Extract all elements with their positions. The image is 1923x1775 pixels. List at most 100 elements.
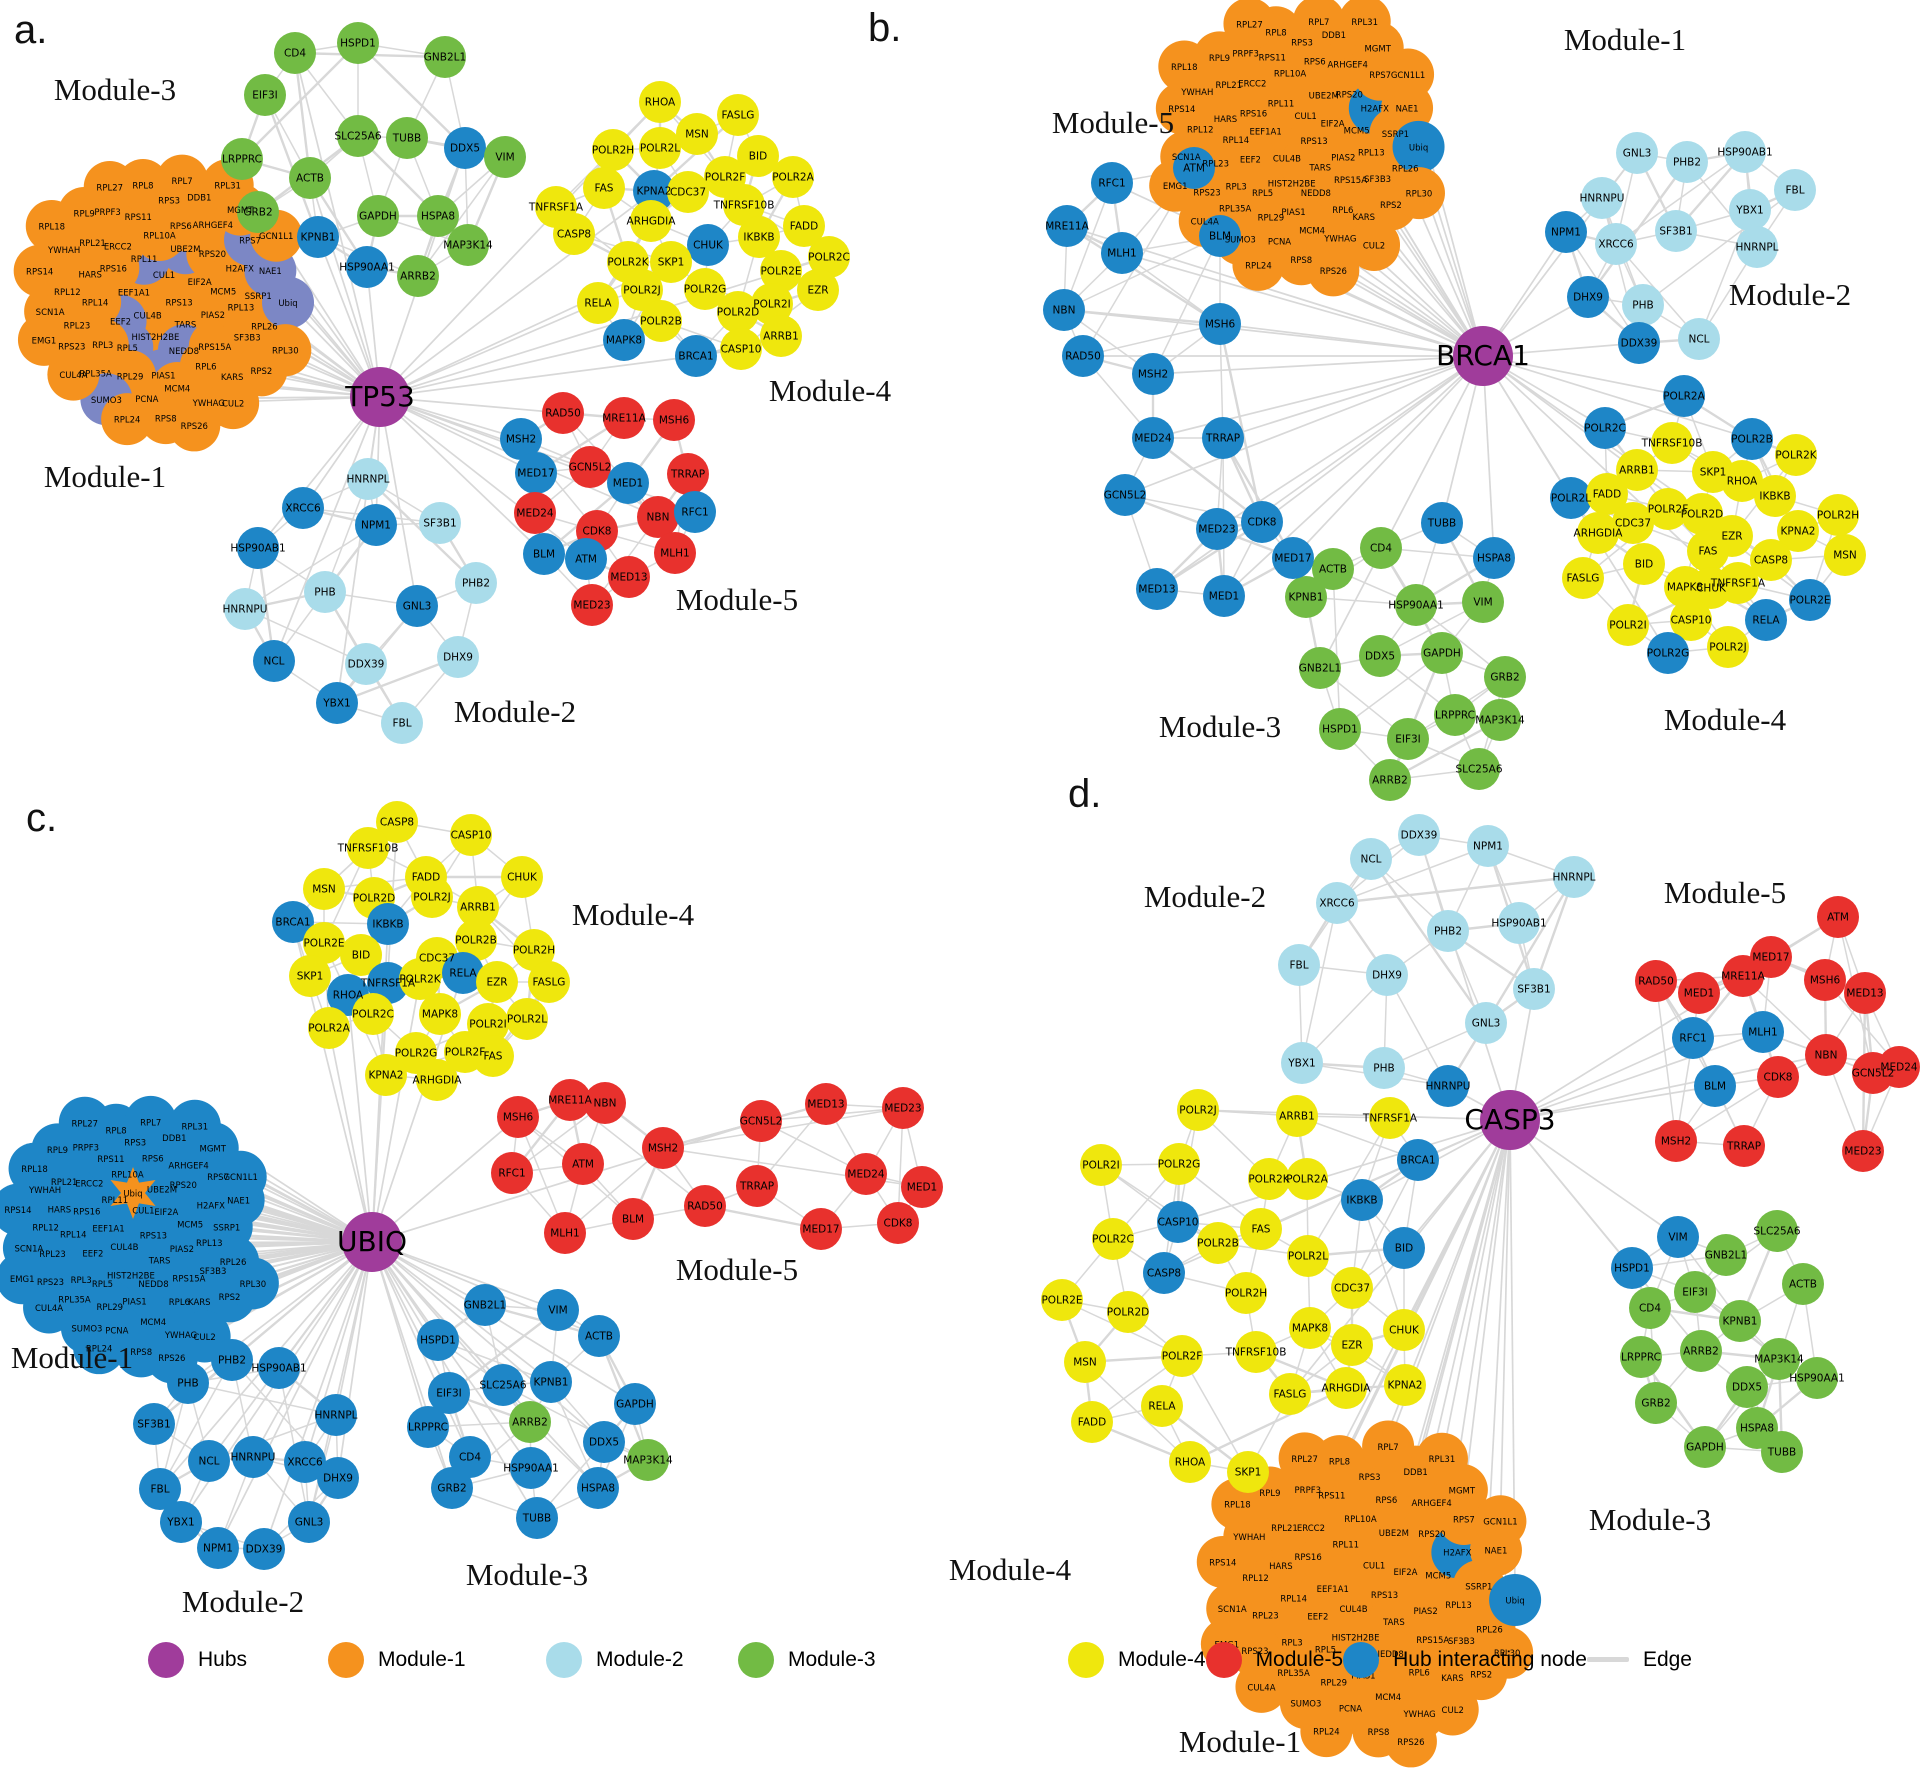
node-NBN[interactable] (584, 1082, 626, 1124)
node-SKP1[interactable] (1227, 1451, 1269, 1493)
node-RPL18[interactable] (25, 199, 78, 252)
node-HNRNPU[interactable] (1427, 1065, 1469, 1107)
node-HNRNPU[interactable] (224, 588, 266, 630)
node-MRE11A[interactable] (603, 397, 645, 439)
node-KPNB1[interactable] (297, 216, 339, 258)
node-MAP3K14[interactable] (627, 1439, 669, 1481)
node-HNRNPU[interactable] (232, 1436, 274, 1478)
node-ACTB[interactable] (578, 1315, 620, 1357)
node-TNFRSF10B[interactable] (723, 184, 765, 226)
node-HNRNPL[interactable] (1553, 856, 1595, 898)
node-HSP90AB1[interactable] (1498, 902, 1540, 944)
node-POLR2E[interactable] (1789, 579, 1831, 621)
node-RPL31[interactable] (1415, 1432, 1468, 1485)
node-HNRNPU[interactable] (1581, 177, 1623, 219)
node-KPNB1[interactable] (1719, 1300, 1761, 1342)
node-NPM1[interactable] (355, 504, 397, 546)
node-NPM1[interactable] (1467, 825, 1509, 867)
node-HSP90AA1[interactable] (510, 1447, 552, 1489)
node-YBX1[interactable] (316, 682, 358, 724)
node-POLR2L[interactable] (1550, 477, 1592, 519)
node-SF3B1[interactable] (1513, 968, 1555, 1010)
node-MED23[interactable] (1842, 1130, 1884, 1172)
node-MED23[interactable] (571, 584, 613, 626)
node-RAD50[interactable] (542, 392, 584, 434)
node-CDK8[interactable] (877, 1202, 919, 1244)
node-GNL3[interactable] (288, 1501, 330, 1543)
node-MAP3K14[interactable] (1479, 699, 1521, 741)
node-GNB2L1[interactable] (1705, 1234, 1747, 1276)
node-MED24[interactable] (1132, 417, 1174, 459)
node-PHB2[interactable] (1427, 910, 1469, 952)
node-DHX9[interactable] (437, 636, 479, 678)
node-POLR2G[interactable] (1158, 1143, 1200, 1185)
node-RHOA[interactable] (1169, 1441, 1211, 1483)
node-POLR2J[interactable] (411, 876, 453, 918)
node-MSH6[interactable] (653, 399, 695, 441)
node-ARHGDIA[interactable] (630, 200, 672, 242)
node-RPL27[interactable] (83, 161, 136, 214)
node-RFC1[interactable] (674, 491, 716, 533)
node-RELA[interactable] (1745, 599, 1787, 641)
node-TNFRSF10B[interactable] (1651, 422, 1693, 464)
node-MED17[interactable] (515, 452, 557, 494)
node-RELA[interactable] (1141, 1385, 1183, 1427)
node-ATM[interactable] (1173, 147, 1215, 189)
node-ARHGDIA[interactable] (416, 1059, 458, 1101)
node-RPL27[interactable] (1223, 0, 1276, 50)
node-CASP10[interactable] (450, 814, 492, 856)
node-PHB[interactable] (1622, 284, 1664, 326)
node-BLM[interactable] (612, 1198, 654, 1240)
node-TRRAP[interactable] (736, 1165, 778, 1207)
node-HSP90AB1[interactable] (1724, 131, 1766, 173)
node-MAP3K14[interactable] (447, 224, 489, 266)
node-CUL4A[interactable] (47, 348, 100, 401)
node-CUL2[interactable] (1426, 1683, 1479, 1736)
node-HSP90AA1[interactable] (346, 246, 388, 288)
node-CUL2[interactable] (207, 377, 260, 430)
node-GAPDH[interactable] (614, 1383, 656, 1425)
node-ARRB1[interactable] (760, 315, 802, 357)
node-RPL30[interactable] (259, 324, 312, 377)
node-MRE11A[interactable] (1722, 955, 1764, 997)
node-POLR2I[interactable] (751, 283, 793, 325)
node-FBL[interactable] (381, 702, 423, 744)
node-RPL27[interactable] (58, 1096, 111, 1149)
node-GCN5L2[interactable] (569, 446, 611, 488)
node-TRRAP[interactable] (1723, 1125, 1765, 1167)
node-RPL7[interactable] (1292, 0, 1345, 48)
node-RAD50[interactable] (684, 1185, 726, 1227)
node-CD4[interactable] (1360, 527, 1402, 569)
node-ACTB[interactable] (1782, 1263, 1824, 1305)
node-NCL[interactable] (1350, 838, 1392, 880)
node-GNL3[interactable] (1616, 132, 1658, 174)
node-MSN[interactable] (676, 113, 718, 155)
node-MSH2[interactable] (1655, 1120, 1697, 1162)
node-RPL24[interactable] (101, 393, 154, 446)
node-SKP1[interactable] (650, 241, 692, 283)
node-BLM[interactable] (523, 533, 565, 575)
node-RFC1[interactable] (1091, 162, 1133, 204)
node-CASP8[interactable] (553, 213, 595, 255)
node-MAPK8[interactable] (1289, 1307, 1331, 1349)
node-HNRNPL[interactable] (315, 1394, 357, 1436)
node-ARRB2[interactable] (1680, 1330, 1722, 1372)
node-POLR2K[interactable] (1775, 434, 1817, 476)
node-NCL[interactable] (188, 1440, 230, 1482)
node-CD4[interactable] (1629, 1287, 1671, 1329)
node-Ubiq[interactable] (262, 276, 315, 329)
node-POLR2C[interactable] (808, 236, 850, 278)
node-POLR2I[interactable] (1607, 604, 1649, 646)
node-RPL31[interactable] (168, 1099, 221, 1152)
node-MED13[interactable] (805, 1083, 847, 1125)
node-RPS14[interactable] (0, 1183, 44, 1236)
node-XRCC6[interactable] (282, 487, 324, 529)
node-MAPK8[interactable] (603, 319, 645, 361)
node-POLR2J[interactable] (1177, 1089, 1219, 1131)
node-VIM[interactable] (1462, 581, 1504, 623)
node-DDX5[interactable] (1726, 1366, 1768, 1408)
node-POLR2B[interactable] (1731, 418, 1773, 460)
node-TRRAP[interactable] (667, 453, 709, 495)
node-MSH6[interactable] (1199, 303, 1241, 345)
node-MSN[interactable] (303, 868, 345, 910)
